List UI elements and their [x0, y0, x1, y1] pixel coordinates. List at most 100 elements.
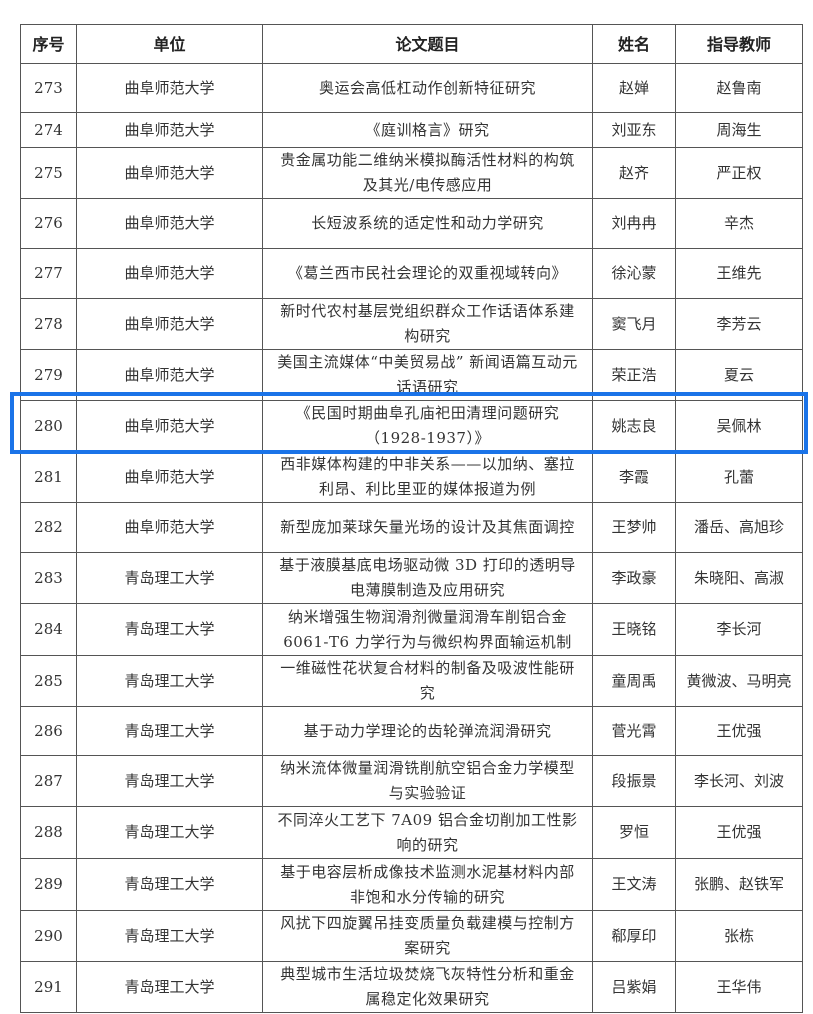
cell-advisor: 夏云 — [675, 349, 803, 401]
cell-no: 275 — [20, 147, 77, 199]
cell-name: 姚志良 — [592, 400, 676, 452]
cell-advisor: 张鹏、赵铁军 — [675, 858, 803, 911]
cell-name: 罗恒 — [592, 806, 676, 859]
cell-unit: 曲阜师范大学 — [76, 400, 263, 452]
cell-advisor: 辛杰 — [675, 198, 803, 249]
cell-name: 菅光霄 — [592, 706, 676, 756]
cell-no: 290 — [20, 910, 77, 962]
cell-advisor: 李长河 — [675, 603, 803, 656]
cell-unit: 曲阜师范大学 — [76, 248, 263, 299]
cell-unit: 曲阜师范大学 — [76, 112, 263, 148]
table-row: 283 青岛理工大学 基于液膜基底电场驱动微 3D 打印的透明导 电薄膜制造及应用研… — [20, 552, 803, 604]
cell-unit: 青岛理工大学 — [76, 961, 263, 1013]
cell-unit: 青岛理工大学 — [76, 603, 263, 656]
cell-advisor: 王优强 — [675, 706, 803, 756]
cell-name: 赵婵 — [592, 63, 676, 113]
cell-advisor: 潘岳、高旭珍 — [675, 502, 803, 553]
cell-advisor: 张栋 — [675, 910, 803, 962]
cell-no: 280 — [20, 400, 77, 452]
cell-title: 基于动力学理论的齿轮弹流润滑研究 — [262, 706, 593, 756]
cell-advisor: 王维先 — [675, 248, 803, 299]
cell-no: 283 — [20, 552, 77, 604]
table-row: 276 曲阜师范大学 长短波系统的适定性和动力学研究 刘冉冉 辛杰 — [20, 198, 803, 249]
cell-name: 窦飞月 — [592, 298, 676, 350]
cell-name: 吕紫娟 — [592, 961, 676, 1013]
table-row: 288 青岛理工大学 不同淬火工艺下 7A09 铝合金切削加工性影 响的研究 罗恒 王优… — [20, 806, 803, 859]
cell-title: 美国主流媒体“中美贸易战” 新闻语篇互动元 话语研究 — [262, 349, 593, 401]
cell-title: 典型城市生活垃圾焚烧飞灰特性分析和重金 属稳定化效果研究 — [262, 961, 593, 1013]
cell-title: 风扰下四旋翼吊挂变质量负载建模与控制方 案研究 — [262, 910, 593, 962]
thesis-table: 序号 单位 论文题目 姓名 指导教师 273 曲阜师范大学 奥运会高低杠动作创新特征… — [20, 24, 803, 1013]
cell-title: 不同淬火工艺下 7A09 铝合金切削加工性影 响的研究 — [262, 806, 593, 859]
cell-name: 刘亚东 — [592, 112, 676, 148]
cell-name: 李霞 — [592, 451, 676, 503]
cell-unit: 青岛理工大学 — [76, 910, 263, 962]
cell-advisor: 吴佩林 — [675, 400, 803, 452]
cell-no: 285 — [20, 655, 77, 707]
cell-title: 纳米增强生物润滑剂微量润滑车削铝合金 6061-T6 力学行为与微织构界面输运机… — [262, 603, 593, 656]
cell-unit: 青岛理工大学 — [76, 858, 263, 911]
cell-name: 童周禹 — [592, 655, 676, 707]
cell-name: 荣正浩 — [592, 349, 676, 401]
cell-unit: 青岛理工大学 — [76, 655, 263, 707]
header-unit: 单位 — [76, 24, 263, 64]
cell-no: 276 — [20, 198, 77, 249]
cell-title: 新型庞加莱球矢量光场的设计及其焦面调控 — [262, 502, 593, 553]
cell-no: 278 — [20, 298, 77, 350]
table-row: 290 青岛理工大学 风扰下四旋翼吊挂变质量负载建模与控制方 案研究 郗厚印 张栋 — [20, 910, 803, 962]
cell-advisor: 严正权 — [675, 147, 803, 199]
cell-title: 《葛兰西市民社会理论的双重视域转向》 — [262, 248, 593, 299]
cell-unit: 青岛理工大学 — [76, 755, 263, 807]
cell-no: 281 — [20, 451, 77, 503]
cell-unit: 曲阜师范大学 — [76, 63, 263, 113]
cell-name: 段振景 — [592, 755, 676, 807]
cell-advisor: 周海生 — [675, 112, 803, 148]
header-row: 序号 单位 论文题目 姓名 指导教师 — [20, 24, 803, 64]
cell-unit: 曲阜师范大学 — [76, 502, 263, 553]
cell-title: 《庭训格言》研究 — [262, 112, 593, 148]
cell-title: 纳米流体微量润滑铣削航空铝合金力学模型 与实验验证 — [262, 755, 593, 807]
table-row: 289 青岛理工大学 基于电容层析成像技术监测水泥基材料内部 非饱和水分传输的研究王… — [20, 858, 803, 911]
table-row: 274 曲阜师范大学 《庭训格言》研究 刘亚东 周海生 — [20, 112, 803, 148]
cell-advisor: 黄微波、马明亮 — [675, 655, 803, 707]
header-advisor: 指导教师 — [675, 24, 803, 64]
table-row: 281 曲阜师范大学 西非媒体构建的中非关系——以加纳、塞拉 利昂、利比里亚的媒体报… — [20, 451, 803, 503]
cell-name: 郗厚印 — [592, 910, 676, 962]
cell-title: 新时代农村基层党组织群众工作话语体系建 构研究 — [262, 298, 593, 350]
cell-no: 291 — [20, 961, 77, 1013]
table-row: 287 青岛理工大学 纳米流体微量润滑铣削航空铝合金力学模型 与实验验证 段振景 李长河… — [20, 755, 803, 807]
cell-title: 《民国时期曲阜孔庙祀田清理问题研究 （1928-1937）》 — [262, 400, 593, 452]
cell-no: 282 — [20, 502, 77, 553]
table-row: 273 曲阜师范大学 奥运会高低杠动作创新特征研究 赵婵 赵鲁南 — [20, 63, 803, 113]
table-row: 279 曲阜师范大学 美国主流媒体“中美贸易战” 新闻语篇互动元 话语研究 荣正浩 夏云 — [20, 349, 803, 401]
cell-name: 李政豪 — [592, 552, 676, 604]
cell-title: 长短波系统的适定性和动力学研究 — [262, 198, 593, 249]
cell-name: 刘冉冉 — [592, 198, 676, 249]
cell-title: 西非媒体构建的中非关系——以加纳、塞拉 利昂、利比里亚的媒体报道为例 — [262, 451, 593, 503]
cell-unit: 青岛理工大学 — [76, 552, 263, 604]
header-name: 姓名 — [592, 24, 676, 64]
cell-unit: 青岛理工大学 — [76, 806, 263, 859]
cell-advisor: 孔蕾 — [675, 451, 803, 503]
cell-no: 284 — [20, 603, 77, 656]
table-row: 284 青岛理工大学 纳米增强生物润滑剂微量润滑车削铝合金 6061-T6 力学行为… — [20, 603, 803, 656]
table-row: 285 青岛理工大学 一维磁性花状复合材料的制备及吸波性能研 究童周禹 黄微波、马明亮 — [20, 655, 803, 707]
cell-unit: 青岛理工大学 — [76, 706, 263, 756]
cell-title: 一维磁性花状复合材料的制备及吸波性能研 究 — [262, 655, 593, 707]
cell-title: 贵金属功能二维纳米模拟酶活性材料的构筑 及其光/电传感应用 — [262, 147, 593, 199]
cell-unit: 曲阜师范大学 — [76, 451, 263, 503]
cell-unit: 曲阜师范大学 — [76, 349, 263, 401]
cell-unit: 曲阜师范大学 — [76, 147, 263, 199]
cell-advisor: 朱晓阳、高淑 — [675, 552, 803, 604]
cell-name: 王文涛 — [592, 858, 676, 911]
cell-no: 289 — [20, 858, 77, 911]
table-row: 278 曲阜师范大学 新时代农村基层党组织群众工作话语体系建 构研究 窦飞月 李芳云 — [20, 298, 803, 350]
table-row: 286 青岛理工大学 基于动力学理论的齿轮弹流润滑研究 菅光霄 王优强 — [20, 706, 803, 756]
cell-no: 286 — [20, 706, 77, 756]
cell-unit: 曲阜师范大学 — [76, 298, 263, 350]
cell-advisor: 李长河、刘波 — [675, 755, 803, 807]
header-no: 序号 — [20, 24, 77, 64]
cell-advisor: 李芳云 — [675, 298, 803, 350]
cell-title: 基于电容层析成像技术监测水泥基材料内部 非饱和水分传输的研究 — [262, 858, 593, 911]
cell-no: 274 — [20, 112, 77, 148]
